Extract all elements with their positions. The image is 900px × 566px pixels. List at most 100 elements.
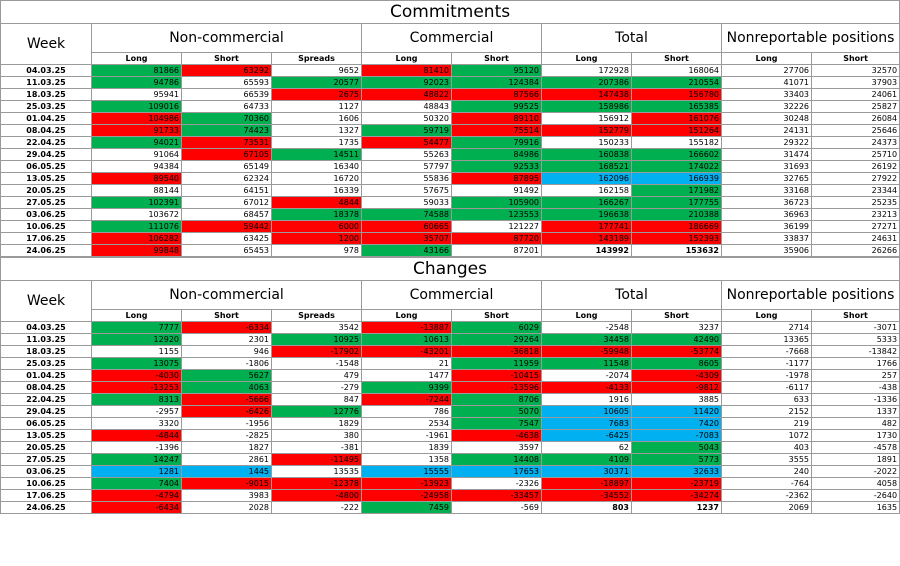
value-cell: 36199 [721, 220, 812, 233]
value-cell: 65593 [181, 76, 272, 89]
value-cell: 95120 [451, 64, 542, 77]
column-header: Short [631, 309, 722, 322]
value-cell: 65453 [181, 244, 272, 257]
value-cell: 1327 [271, 124, 362, 137]
cot-report: Commitments Week Non-commercial Commercial T… [0, 0, 900, 514]
value-cell: 1606 [271, 112, 362, 125]
value-cell: 143189 [541, 232, 632, 245]
value-cell: 15555 [361, 465, 452, 478]
value-cell: 4063 [181, 381, 272, 394]
column-header: Long [361, 309, 452, 322]
column-header: Long [721, 52, 812, 65]
value-cell: 32226 [721, 100, 812, 113]
value-cell: 1730 [810, 429, 900, 442]
value-cell: 62 [541, 441, 632, 454]
group-header: Total [541, 23, 722, 53]
value-cell: 5773 [631, 453, 722, 466]
group-header: Non-commercial [91, 23, 362, 53]
value-cell: -24958 [361, 489, 452, 502]
value-cell: 89540 [91, 172, 182, 185]
changes-table: Changes Week Non-commercial Commercial Total… [0, 257, 900, 514]
value-cell: 1916 [541, 393, 632, 406]
value-cell: 4844 [271, 196, 362, 209]
value-cell: 2028 [181, 501, 272, 514]
column-header: Short [631, 52, 722, 65]
value-cell: 57797 [361, 160, 452, 173]
value-cell: -6434 [91, 501, 182, 514]
value-cell: 1445 [181, 465, 272, 478]
value-cell: 8605 [631, 357, 722, 370]
value-cell: -6334 [181, 321, 272, 334]
value-cell: 1200 [271, 232, 362, 245]
value-cell: 978 [271, 244, 362, 257]
value-cell: -6425 [541, 429, 632, 442]
value-cell: 57675 [361, 184, 452, 197]
value-cell: 1281 [91, 465, 182, 478]
value-cell: 55263 [361, 148, 452, 161]
group-header: Nonreportable positions [720, 23, 900, 53]
value-cell: 20577 [271, 76, 362, 89]
table-row: 25.03.25 109016 64733 1127 48843 99525 158986 1… [0, 100, 900, 113]
value-cell: 30371 [541, 465, 632, 478]
value-cell: 403 [721, 441, 812, 454]
value-cell: -7083 [631, 429, 722, 442]
table-row: 01.04.25 104986 70360 1606 50320 89110 156912 1… [0, 112, 900, 125]
value-cell: 24131 [721, 124, 812, 137]
value-cell: 34458 [541, 333, 632, 346]
value-cell: 4058 [810, 477, 900, 490]
value-cell: -2362 [721, 489, 812, 502]
value-cell: 74588 [361, 208, 452, 221]
value-cell: 36723 [721, 196, 812, 209]
value-cell: 1827 [181, 441, 272, 454]
value-cell: 91064 [91, 148, 182, 161]
value-cell: 207386 [541, 76, 632, 89]
table-row: 08.04.25 -13253 4063 -279 9399 -13596 -4133 -98… [0, 381, 900, 394]
table-row: 13.05.25 -4844 -2825 380 -1961 -4638 -6425 -708… [0, 429, 900, 442]
value-cell: 186669 [631, 220, 722, 233]
value-cell: 3555 [721, 453, 812, 466]
value-cell: 26266 [810, 244, 900, 257]
value-cell: -10415 [451, 369, 542, 382]
value-cell: 13365 [721, 333, 812, 346]
value-cell: 1358 [361, 453, 452, 466]
value-cell: 155182 [631, 136, 722, 149]
value-cell: 17653 [451, 465, 542, 478]
value-cell: 2861 [181, 453, 272, 466]
value-cell: -13842 [810, 345, 900, 358]
value-cell: 59442 [181, 220, 272, 233]
value-cell: 26192 [810, 160, 900, 173]
value-cell: 68457 [181, 208, 272, 221]
value-cell: -2957 [91, 405, 182, 418]
column-header: Short [181, 52, 272, 65]
value-cell: -7244 [361, 393, 452, 406]
value-cell: -9812 [631, 381, 722, 394]
value-cell: -9015 [181, 477, 272, 490]
value-cell: 177755 [631, 196, 722, 209]
value-cell: 104986 [91, 112, 182, 125]
value-cell: 23344 [810, 184, 900, 197]
value-cell: 81866 [91, 64, 182, 77]
value-cell: 210554 [631, 76, 722, 89]
value-cell: 1891 [810, 453, 900, 466]
week-cell: 11.03.25 [0, 76, 92, 89]
value-cell: -11495 [271, 453, 362, 466]
value-cell: 92023 [361, 76, 452, 89]
value-cell: 8706 [451, 393, 542, 406]
value-cell: 88144 [91, 184, 182, 197]
value-cell: 60665 [361, 220, 452, 233]
column-header: Long [361, 52, 452, 65]
value-cell: -36818 [451, 345, 542, 358]
week-cell: 13.05.25 [0, 429, 92, 442]
week-cell: 18.03.25 [0, 345, 92, 358]
value-cell: 27706 [721, 64, 812, 77]
value-cell: -17902 [271, 345, 362, 358]
value-cell: 152779 [541, 124, 632, 137]
value-cell: 67012 [181, 196, 272, 209]
value-cell: -4794 [91, 489, 182, 502]
value-cell: 482 [810, 417, 900, 430]
value-cell: 2714 [721, 321, 812, 334]
value-cell: 64733 [181, 100, 272, 113]
value-cell: 2069 [721, 501, 812, 514]
value-cell: 99848 [91, 244, 182, 257]
value-cell: 16340 [271, 160, 362, 173]
